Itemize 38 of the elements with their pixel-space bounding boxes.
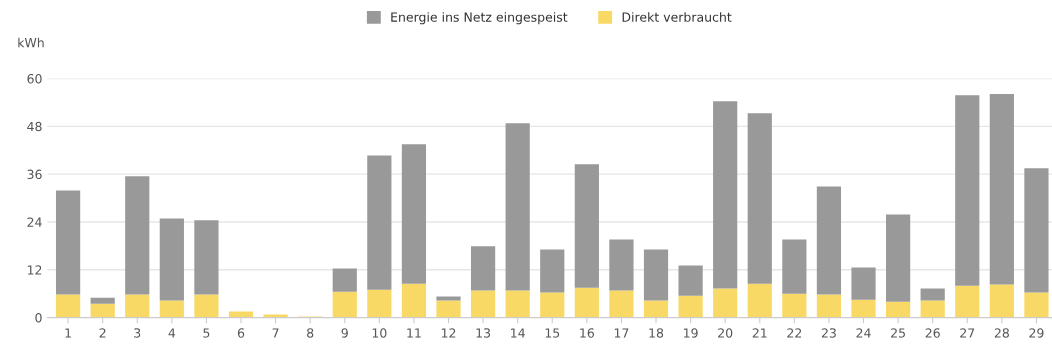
x-tick-label: 9 — [341, 328, 348, 338]
x-tick-label: 17 — [614, 328, 629, 338]
x-tick-label: 15 — [545, 328, 560, 338]
x-tick-label: 7 — [272, 328, 279, 338]
legend-label: Energie ins Netz eingespeist — [391, 12, 568, 25]
x-tick-label: 16 — [580, 328, 595, 338]
x-tick-label: 5 — [203, 328, 210, 338]
x-tick-label: 19 — [684, 328, 698, 338]
y-tick-label: 36 — [27, 169, 42, 180]
x-tick-label: 28 — [994, 328, 1009, 338]
x-tick-label: 3 — [134, 328, 141, 338]
x-tick-label: 14 — [511, 328, 525, 338]
x-tick-label: 11 — [407, 328, 421, 338]
x-tick-label: 10 — [372, 328, 387, 338]
x-tick-label: 20 — [718, 328, 733, 338]
x-tick-label: 12 — [441, 328, 456, 338]
x-tick-label: 25 — [891, 328, 905, 338]
y-tick-label: 24 — [27, 217, 42, 227]
y-tick-label: 0 — [35, 313, 42, 323]
y-tick-label: 60 — [27, 74, 42, 84]
x-tick-label: 27 — [960, 328, 975, 338]
x-tick-label: 6 — [237, 328, 245, 338]
x-tick-label: 24 — [856, 328, 871, 338]
x-tick-label: 21 — [752, 328, 767, 338]
y-axis-title: kWh — [18, 37, 44, 48]
x-tick-label: 8 — [307, 328, 314, 338]
y-tick-label: 12 — [27, 265, 42, 275]
x-tick-label: 4 — [168, 328, 176, 338]
x-tick-label: 1 — [65, 328, 71, 338]
y-tick-label: 48 — [27, 121, 42, 132]
x-tick-label: 22 — [787, 328, 802, 338]
x-tick-label: 18 — [649, 328, 664, 338]
legend-label: Direkt verbraucht — [622, 12, 732, 22]
x-tick-label: 13 — [476, 328, 491, 338]
x-tick-label: 29 — [1029, 328, 1044, 338]
x-tick-label: 2 — [99, 328, 106, 338]
x-tick-label: 26 — [925, 328, 940, 338]
x-tick-label: 23 — [821, 328, 836, 338]
